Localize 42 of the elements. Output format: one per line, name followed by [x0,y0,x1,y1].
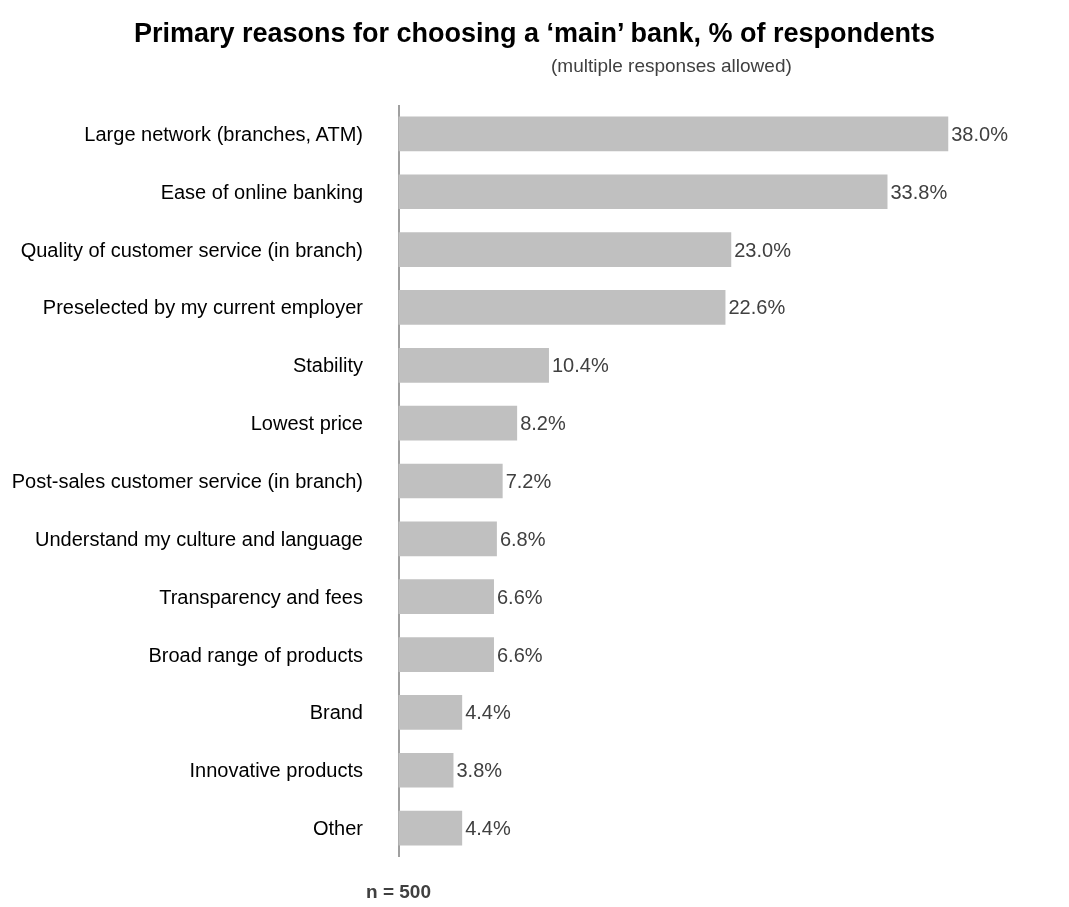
text: n = 500 [366,881,431,902]
bar [398,290,726,325]
y-tick-label: Understand my culture and language [35,527,363,550]
data-label: 8.2% [520,412,566,435]
y-tick-label: Quality of customer service (in branch) [20,238,363,261]
data-label: 4.4% [465,701,511,724]
data-label: 6.8% [499,527,546,550]
data-label: 3.8% [456,759,503,782]
bar [398,637,494,672]
bar [398,463,503,499]
bar [398,174,888,210]
y-tick-label: Transparency and fees [159,585,363,608]
data-label: 10.4% [551,354,609,377]
bar [398,752,454,788]
y-tick-label: Innovative products [189,759,363,782]
bar [398,116,949,152]
y-tick-label: Post-sales customer service (in branch) [11,470,363,492]
y-tick-label: Ease of online banking [160,180,363,203]
data-label: 6.6% [496,585,543,608]
bar [398,347,549,383]
data-label: 7.2% [505,470,552,492]
bar [398,810,463,846]
bar [398,232,732,267]
data-label: 23.0% [734,238,792,261]
y-tick-label: Large network (branches, ATM) [84,122,363,145]
data-label: 22.6% [728,296,786,319]
y-tick-label: Stability [292,354,363,377]
y-tick-label: Lowest price [250,412,363,435]
y-tick-label: Broad range of products [148,643,363,666]
bar [398,521,497,557]
y-tick-label: Other [312,817,364,840]
chart-title: Primary reasons for choosing a ‘main’ bank, % of respondents [133,17,936,48]
chart-subtitle: (multiple responses allowed) [551,55,792,76]
data-label: 6.6% [496,643,543,666]
bar [398,579,494,615]
data-label: 38.0% [951,122,1009,145]
bar [398,405,518,441]
y-tick-label: Preselected by my current employer [42,296,364,319]
data-label: 33.8% [890,180,948,203]
data-label: 4.4% [465,817,511,840]
y-tick-label: Brand [309,701,363,724]
bar [398,695,463,730]
